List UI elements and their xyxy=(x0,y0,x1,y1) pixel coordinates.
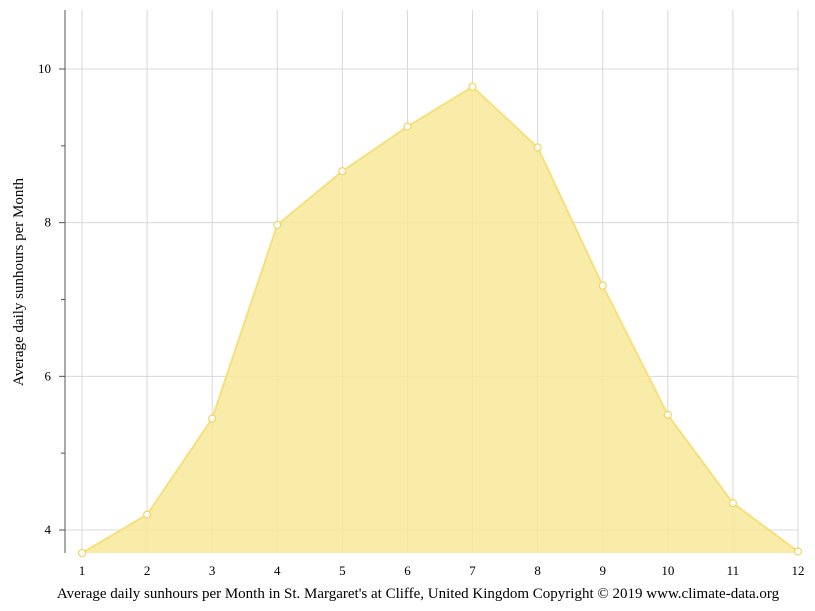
x-tick-label: 7 xyxy=(469,563,476,578)
data-point xyxy=(533,143,542,152)
x-tick-label: 12 xyxy=(792,563,805,578)
data-point xyxy=(273,220,282,230)
data-point xyxy=(338,167,347,176)
data-point xyxy=(77,548,87,558)
y-tick-label: 10 xyxy=(38,61,51,76)
y-tick-label: 8 xyxy=(45,215,52,230)
x-tick-label: 8 xyxy=(534,563,541,578)
chart-caption: Average daily sunhours per Month in St. … xyxy=(57,586,780,602)
x-tick-label: 6 xyxy=(404,563,411,578)
y-tick-label: 4 xyxy=(45,522,52,537)
y-axis-title: Average daily sunhours per Month xyxy=(11,178,27,387)
data-point xyxy=(142,510,152,519)
data-point xyxy=(598,281,607,290)
x-tick-label: 9 xyxy=(599,563,606,578)
data-point xyxy=(468,82,477,91)
data-point xyxy=(208,414,217,423)
data-point xyxy=(728,499,738,508)
y-tick-label: 6 xyxy=(45,368,52,383)
axes xyxy=(59,10,66,553)
series-line xyxy=(81,85,799,554)
x-tick-label: 4 xyxy=(274,563,281,578)
data-point xyxy=(663,410,672,419)
x-tick-label: 10 xyxy=(661,563,674,578)
x-tick-label: 11 xyxy=(727,563,740,578)
data-point xyxy=(403,122,412,131)
data-point xyxy=(793,547,803,556)
x-tick-label: 3 xyxy=(209,563,216,578)
x-tick-label: 1 xyxy=(79,563,86,578)
area-fill xyxy=(82,86,798,553)
x-tick-label: 2 xyxy=(144,563,151,578)
data-points xyxy=(77,82,803,558)
x-tick-label: 5 xyxy=(339,563,346,578)
